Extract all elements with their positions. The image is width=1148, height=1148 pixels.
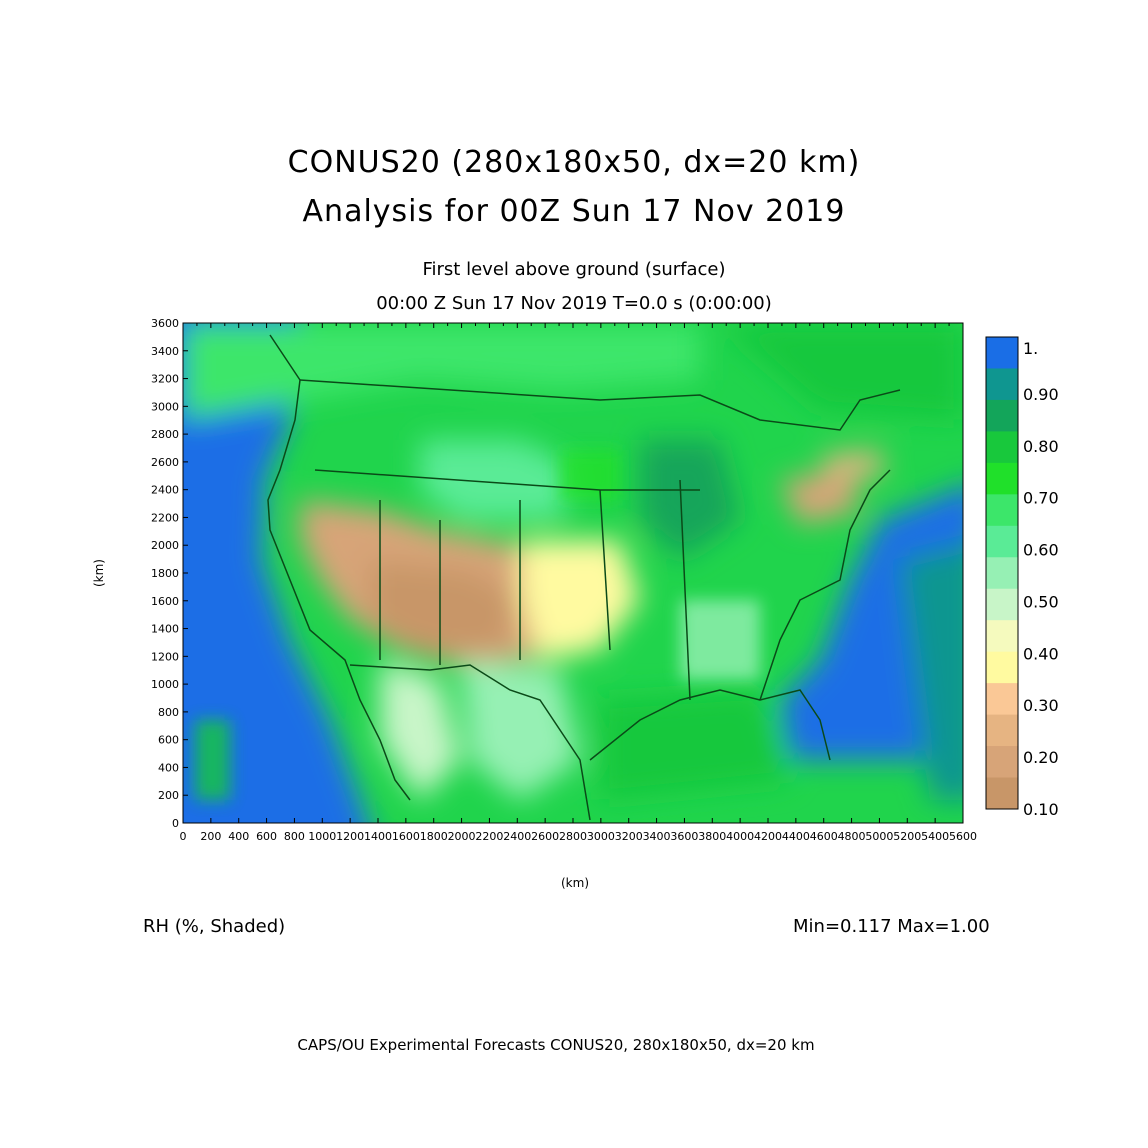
x-tick-label: 3200 [615,830,643,843]
x-tick-label: 1200 [336,830,364,843]
legend-swatch [986,494,1018,527]
legend-swatch [986,557,1018,590]
y-tick-label: 1400 [151,623,179,636]
variable-label: RH (%, Shaded) [143,916,286,937]
x-tick-label: 5400 [921,830,949,843]
legend-frame [985,336,1019,810]
x-tick-label: 4800 [838,830,866,843]
legend-swatch [986,746,1018,779]
x-tick-label: 600 [256,830,277,843]
color-legend: 1. 0.90 0.80 0.70 0.60 0.50 0.40 0.30 0.20 0.10 [985,336,1059,819]
legend-swatch [986,588,1018,621]
x-tick-label: 3800 [698,830,726,843]
analysis-time-title: Analysis for 00Z Sun 17 Nov 2019 [302,194,846,229]
legend-label: 0.40 [1023,644,1059,663]
legend-label: 0.50 [1023,592,1059,611]
legend-label: 0.30 [1023,696,1059,715]
x-tick-label: 1400 [364,830,392,843]
y-tick-label: 3400 [151,345,179,358]
x-axis: 0 200 400 600 800 1000 1200 1400 1600 1800 2000 220… [180,323,977,843]
valid-time-subtitle: 00:00 Z Sun 17 Nov 2019 T=0.0 s (0:00:00… [376,293,772,314]
legend-swatch [986,651,1018,684]
legend-swatch [986,777,1018,810]
y-tick-label: 600 [158,734,179,747]
legend-label: 0.10 [1023,800,1059,819]
legend-label: 1. [1023,339,1038,358]
x-tick-label: 1600 [392,830,420,843]
y-tick-label: 1200 [151,650,179,663]
x-tick-label: 3400 [643,830,671,843]
rh-shaded-field [183,323,963,823]
min-max-label: Min=0.117 Max=1.00 [793,916,990,937]
x-tick-label: 2600 [531,830,559,843]
x-tick-label: 400 [228,830,249,843]
y-tick-label: 2600 [151,456,179,469]
legend-label: 0.60 [1023,541,1059,560]
x-tick-label: 4600 [810,830,838,843]
legend-swatch [986,337,1018,369]
y-tick-label: 400 [158,761,179,774]
y-tick-label: 0 [172,817,179,830]
x-tick-label: 3000 [587,830,615,843]
legend-swatch [986,620,1018,653]
legend-swatch [986,399,1018,432]
x-tick-label: 1000 [308,830,336,843]
x-tick-label: 2200 [475,830,503,843]
y-tick-label: 2200 [151,511,179,524]
x-tick-label: 2000 [448,830,476,843]
y-tick-label: 1600 [151,595,179,608]
legend-label: 0.70 [1023,489,1059,508]
level-subtitle: First level above ground (surface) [422,259,726,280]
legend-swatch [986,683,1018,716]
x-tick-label: 1800 [420,830,448,843]
y-tick-label: 3200 [151,373,179,386]
x-tick-label: 200 [200,830,221,843]
y-tick-label: 1000 [151,678,179,691]
y-tick-label: 2000 [151,539,179,552]
x-tick-label: 2400 [503,830,531,843]
x-tick-label: 4000 [726,830,754,843]
x-tick-label: 4200 [754,830,782,843]
y-tick-label: 3000 [151,400,179,413]
x-tick-label: 800 [284,830,305,843]
legend-swatch [986,431,1018,464]
legend-swatch [986,368,1018,401]
legend-label: 0.90 [1023,385,1059,404]
y-tick-label: 2800 [151,428,179,441]
x-tick-label: 4400 [782,830,810,843]
map-title: CONUS20 (280x180x50, dx=20 km) [287,145,861,180]
x-axis-label: (km) [561,876,590,890]
x-tick-label: 2800 [559,830,587,843]
credit-line: CAPS/OU Experimental Forecasts CONUS20, … [297,1036,815,1054]
x-tick-label: 3600 [670,830,698,843]
legend-swatch [986,462,1018,495]
legend-label: 0.80 [1023,437,1059,456]
y-tick-label: 200 [158,789,179,802]
x-tick-label: 5600 [949,830,977,843]
y-axis-label: (km) [92,558,107,588]
y-tick-label: 800 [158,706,179,719]
x-tick-label: 5000 [865,830,893,843]
legend-swatch [986,714,1018,747]
legend-swatch [986,525,1018,558]
y-axis: 0 200 400 600 800 1000 1200 1400 1600 1800 2000 220… [151,317,188,830]
x-tick-label: 5200 [893,830,921,843]
y-tick-label: 3600 [151,317,179,330]
legend-label: 0.20 [1023,748,1059,767]
y-tick-label: 2400 [151,484,179,497]
x-tick-label: 0 [180,830,187,843]
y-tick-label: 1800 [151,567,179,580]
